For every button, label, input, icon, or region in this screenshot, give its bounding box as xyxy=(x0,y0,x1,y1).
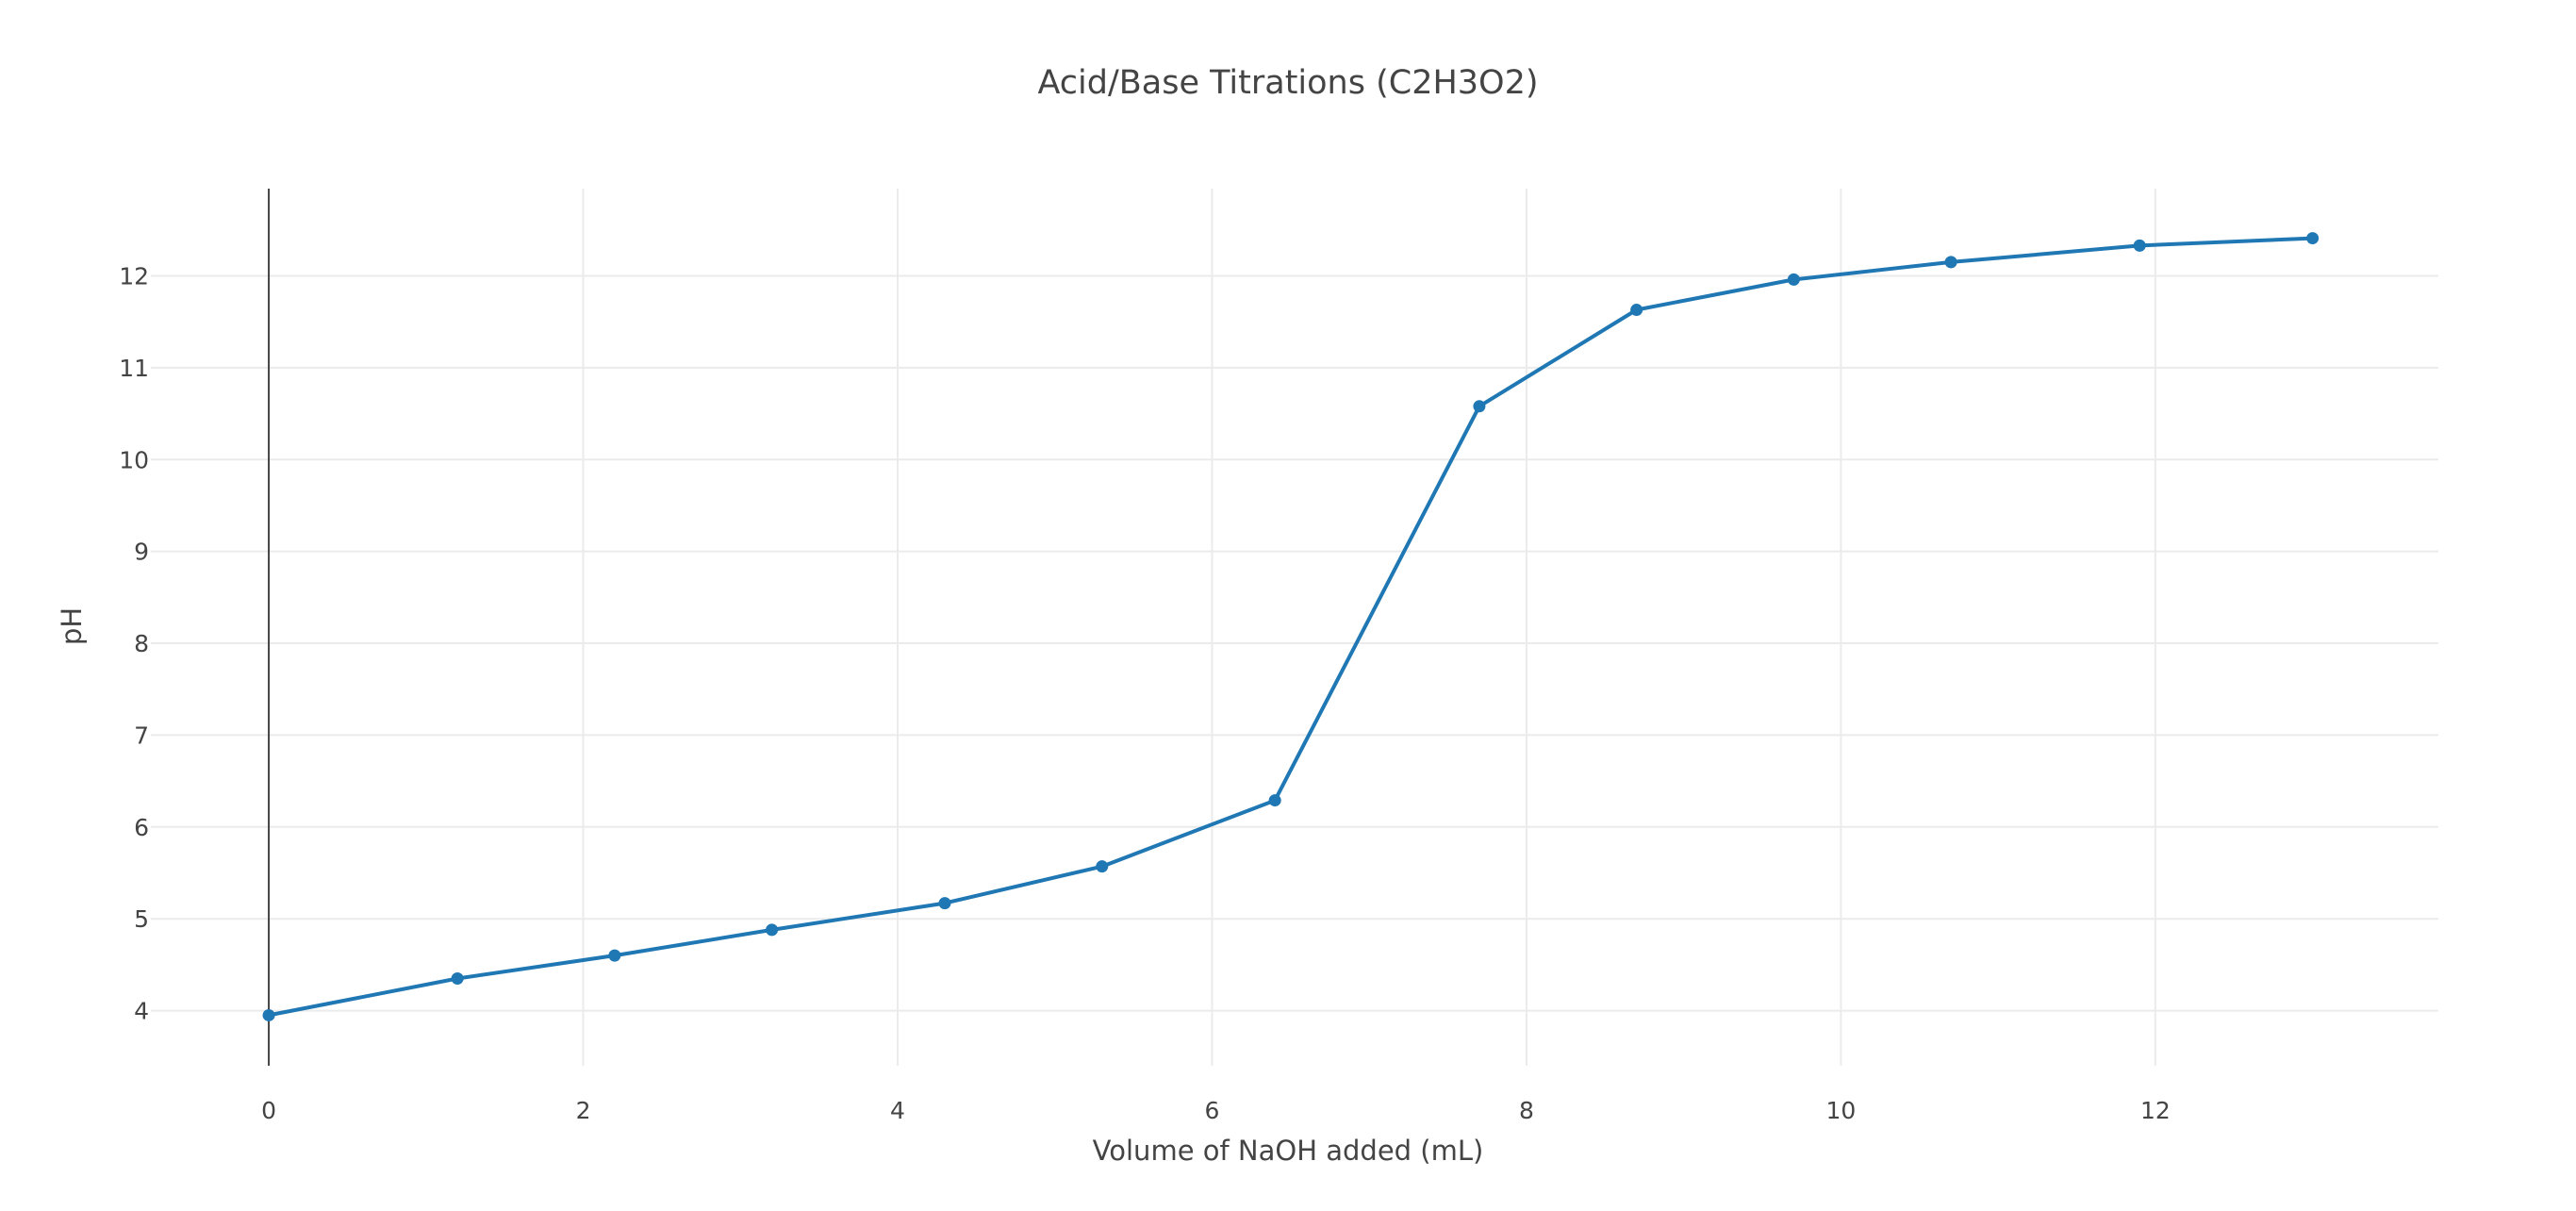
y-tick-labels: 4 5 6 7 8 9 10 11 12 xyxy=(119,263,149,1025)
y-axis-title: pH xyxy=(56,607,88,645)
series-group xyxy=(262,232,2320,1021)
y-tick-label: 8 xyxy=(134,630,149,657)
y-tick-label: 10 xyxy=(119,446,149,473)
y-tick-label: 7 xyxy=(134,722,149,749)
data-point[interactable] xyxy=(608,949,621,962)
y-tick-label: 11 xyxy=(119,355,149,382)
data-point[interactable] xyxy=(1268,794,1281,807)
data-point[interactable] xyxy=(938,897,951,910)
x-tick-label: 12 xyxy=(2140,1097,2171,1124)
chart-title: Acid/Base Titrations (C2H3O2) xyxy=(1037,64,1538,102)
data-point[interactable] xyxy=(2306,232,2320,245)
y-tick-label: 12 xyxy=(119,263,149,290)
data-point[interactable] xyxy=(262,1008,275,1021)
data-point[interactable] xyxy=(451,971,464,985)
x-tick-label: 4 xyxy=(890,1097,905,1124)
y-gridlines xyxy=(151,274,2438,1012)
x-tick-label: 10 xyxy=(1825,1097,1856,1124)
y-tick-label: 9 xyxy=(134,539,149,566)
data-point[interactable] xyxy=(1787,273,1800,286)
data-point[interactable] xyxy=(1944,256,1957,269)
y-tick-label: 6 xyxy=(134,814,149,841)
data-point[interactable] xyxy=(1630,304,1643,317)
x-tick-label: 0 xyxy=(261,1097,276,1124)
y-tick-label: 4 xyxy=(134,998,149,1025)
data-point[interactable] xyxy=(2133,239,2146,252)
data-point[interactable] xyxy=(766,923,779,937)
x-axis-title: Volume of NaOH added (mL) xyxy=(1093,1135,1484,1167)
x-tick-label: 6 xyxy=(1205,1097,1220,1124)
x-tick-label: 8 xyxy=(1519,1097,1534,1124)
y-tick-label: 5 xyxy=(134,905,149,933)
data-point[interactable] xyxy=(1096,860,1109,873)
data-point[interactable] xyxy=(1473,400,1486,413)
x-tick-labels: 0 2 4 6 8 10 12 xyxy=(261,1097,2171,1124)
x-tick-label: 2 xyxy=(576,1097,591,1124)
